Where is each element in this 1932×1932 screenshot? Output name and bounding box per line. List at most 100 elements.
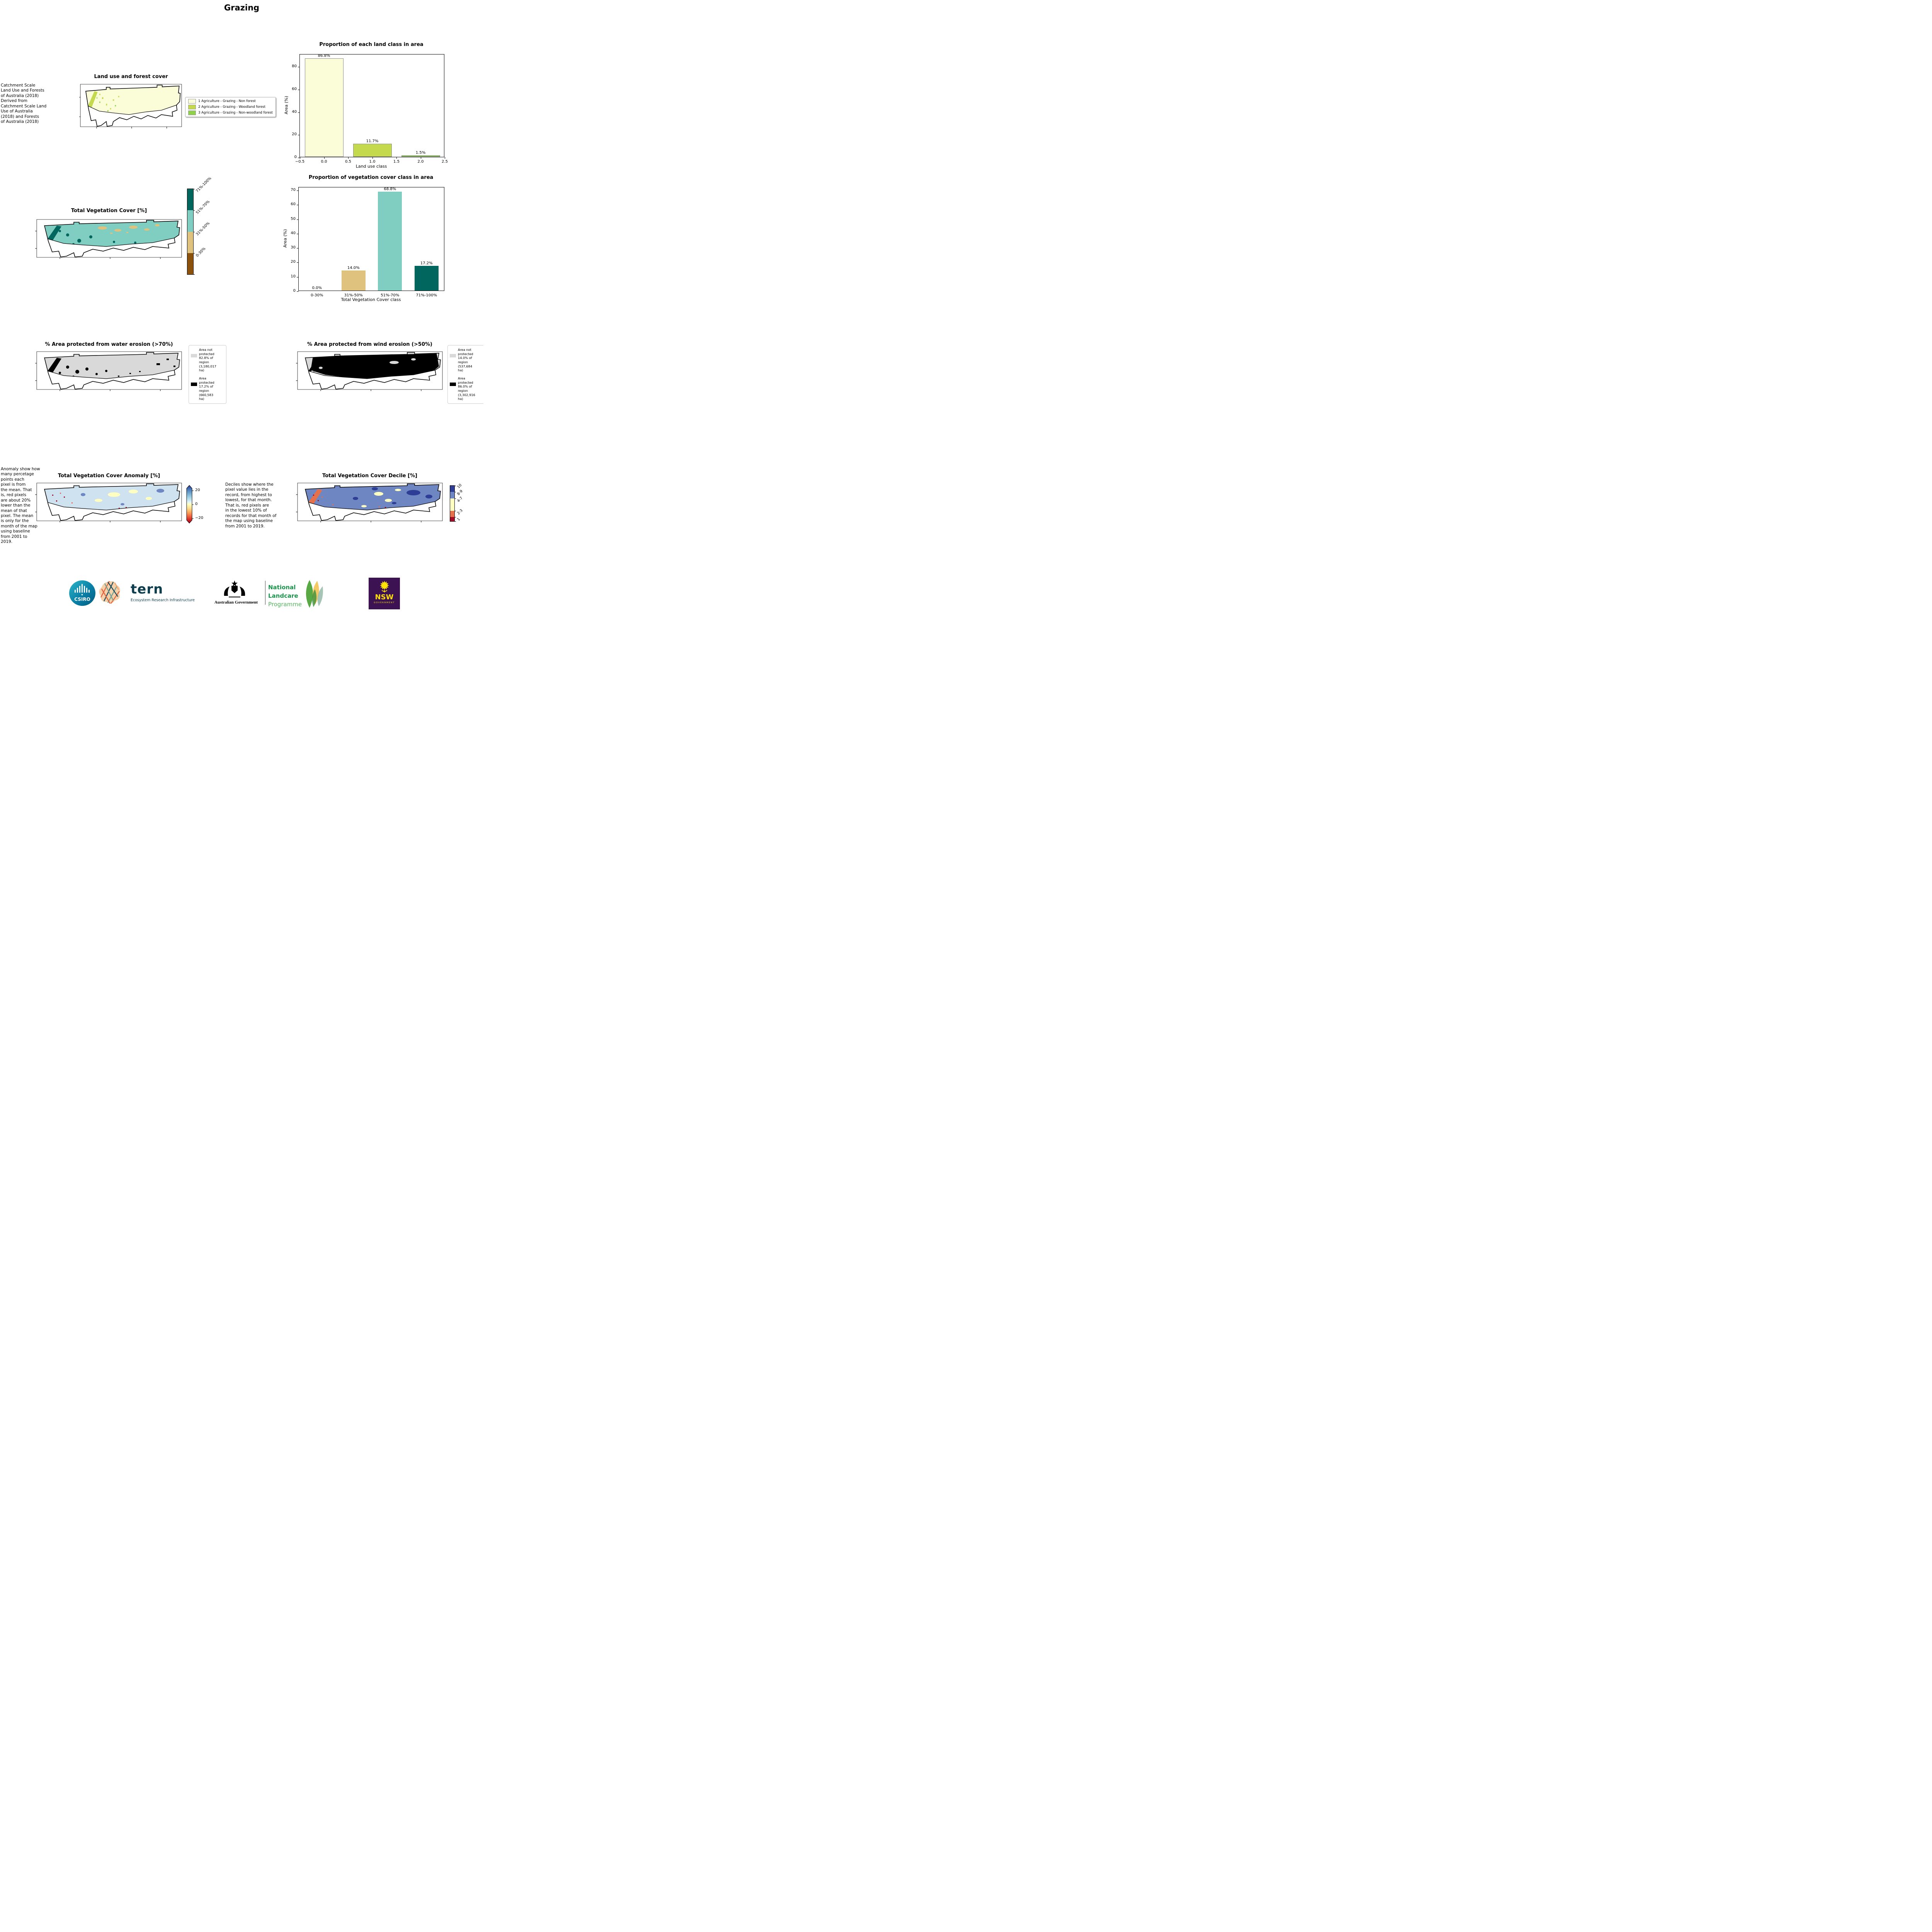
bar-value-label: 0.0% <box>312 286 322 290</box>
bar-value-label: 17.2% <box>420 261 433 265</box>
australian-government-crest-icon <box>224 580 245 597</box>
australia-map-icon <box>99 581 120 604</box>
bar-value-label: 68.8% <box>384 187 396 191</box>
landcare-line2: Landcare <box>268 592 298 599</box>
decile-map <box>296 483 442 523</box>
veg-cover-map-title: Total Vegetation Cover [%] <box>71 208 147 214</box>
bar <box>378 191 402 291</box>
veg-cover-colorbar: 71%-100% 51%-70% 31%-50% 0-30% <box>187 176 212 275</box>
colorbar-label: 0-30% <box>195 246 207 258</box>
legend-item: 3 Agriculture - Grazing - Non-woodland f… <box>188 111 273 115</box>
landcare-line1: National <box>268 584 296 591</box>
water-erosion-map <box>35 352 182 391</box>
legend-label: Area not protected 82.8% of region (3,18… <box>199 348 216 372</box>
x-tick <box>372 157 373 159</box>
woodland-forest-swatch <box>188 105 196 109</box>
land-class-bar-chart: 0 20 40 60 80 86.8% 11.7% 1.5% −0.5 0.0 0.5 1.0 1.5 2… <box>292 54 448 164</box>
legend-item: 2 Agriculture - Grazing - Woodland fores… <box>188 105 273 109</box>
anomaly-colorbar: 20 0 −20 <box>186 485 203 524</box>
x-axis-label: Total Vegetation Cover class <box>341 297 401 302</box>
landcare-line3: Programme <box>268 600 302 608</box>
land-class-chart-title: Proportion of each land class in area <box>319 42 423 48</box>
legend-label: 1 Agriculture - Grazing - Non forest <box>198 99 256 103</box>
colorbar-tick-label: 0 <box>195 502 198 506</box>
y-tick-label: 40 <box>291 231 296 235</box>
bar <box>353 143 392 157</box>
veg-class-chart-title: Proportion of vegetation cover class in … <box>308 175 434 180</box>
legend-label: 3 Agriculture - Grazing - Non-woodland f… <box>198 111 273 115</box>
x-tick-label: 1.5 <box>393 160 400 164</box>
colorbar-label: 31%-50% <box>195 221 211 237</box>
x-tick-label: −0.5 <box>295 160 305 164</box>
bar <box>401 155 440 157</box>
nsw-label: NSW <box>375 593 394 601</box>
legend-label: Area not protected 14.0% of region (537,… <box>458 348 473 372</box>
y-tick <box>297 262 299 263</box>
report-page: Grazing Catchment Scale Land Use and For… <box>0 0 483 611</box>
x-tick <box>348 157 349 159</box>
colorbar-label: 51%-70% <box>195 199 211 215</box>
wind-erosion-legend: Area not protected 14.0% of region (537,… <box>447 345 483 404</box>
land-use-map <box>79 84 182 129</box>
y-axis-label: Area (%) <box>282 229 288 248</box>
x-tick-label: 71%-100% <box>416 293 437 298</box>
colorbar-segment <box>450 511 454 517</box>
colorbar-segment <box>187 189 193 211</box>
not-protected-swatch <box>450 354 456 357</box>
bar-value-label: 1.5% <box>415 150 426 155</box>
colorbar-label: 8-9 <box>456 489 464 497</box>
wind-erosion-title: % Area protected from wind erosion (>50%… <box>307 342 432 347</box>
legend-label: 2 Agriculture - Grazing - Woodland fores… <box>198 105 265 109</box>
colorbar-segment <box>450 486 454 492</box>
y-tick-label: 10 <box>291 274 296 279</box>
tern-tagline: Ecosystem Research Infrastructure <box>131 598 195 602</box>
anomaly-note: Anomaly show how many percetage points e… <box>1 467 40 544</box>
water-erosion-title: % Area protected from water erosion (>70… <box>45 342 173 347</box>
colorbar-segment <box>450 517 454 521</box>
bar-value-label: 86.8% <box>318 54 330 58</box>
legend-item: Area protected 86.0% of region (3,302,91… <box>450 376 483 401</box>
wind-erosion-map <box>296 352 442 391</box>
legend-label: Area protected 86.0% of region (3,302,91… <box>458 376 475 401</box>
land-use-note: Catchment Scale Land Use and Forests of … <box>1 83 47 124</box>
nsw-sub-label: GOVERNMENT <box>374 602 395 604</box>
not-protected-swatch <box>191 354 197 357</box>
colorbar-segment <box>450 498 454 511</box>
colorbar-segment <box>187 210 193 232</box>
bar <box>304 58 344 157</box>
veg-cover-map <box>35 219 182 259</box>
x-tick <box>396 157 397 159</box>
protected-swatch <box>450 382 456 386</box>
y-tick-label: 20 <box>291 260 296 264</box>
x-tick-label: 0.0 <box>321 160 327 164</box>
waratah-icon <box>379 581 389 592</box>
legend-item: Area not protected 14.0% of region (537,… <box>450 348 483 372</box>
colorbar-label: 71%-100% <box>195 176 213 194</box>
colorbar-segment <box>187 231 193 253</box>
colorbar-segment <box>450 492 454 499</box>
veg-class-bar-chart: 0 10 20 30 40 50 60 70 0.0% 14.0% 68.8% 17.2% 0-30% 3… <box>291 187 444 298</box>
x-tick-label: 0-30% <box>311 293 323 298</box>
x-axis-label: Land use class <box>355 164 387 169</box>
legend-item: Area protected 17.2% of region (660,583 … <box>191 376 224 401</box>
decile-note: Deciles show where the pixel value lies … <box>225 482 277 529</box>
tern-logo: tern <box>131 582 163 597</box>
csiro-logo: CSIRO <box>69 580 95 606</box>
y-tick <box>297 190 299 191</box>
x-tick-label: 0.5 <box>345 160 351 164</box>
colorbar-tick-label: 20 <box>195 488 200 492</box>
legend-item: 1 Agriculture - Grazing - Non forest <box>188 99 273 104</box>
australian-government-label: Australian Government <box>214 600 258 605</box>
colorbar-label: 2-3 <box>456 508 464 516</box>
landcare-logo: National Landcare Programme <box>268 583 302 609</box>
legend-item: Area not protected 82.8% of region (3,18… <box>191 348 224 372</box>
non-woodland-forest-swatch <box>188 111 196 115</box>
y-tick-label: 80 <box>292 64 297 69</box>
colorbar-label: 10 <box>456 483 463 490</box>
page-title: Grazing <box>224 3 260 12</box>
y-tick-label: 60 <box>292 87 297 91</box>
x-tick-label: 2.5 <box>442 160 448 164</box>
bar <box>341 270 366 291</box>
csiro-label: CSIRO <box>74 597 90 602</box>
y-tick-label: 50 <box>291 216 296 221</box>
